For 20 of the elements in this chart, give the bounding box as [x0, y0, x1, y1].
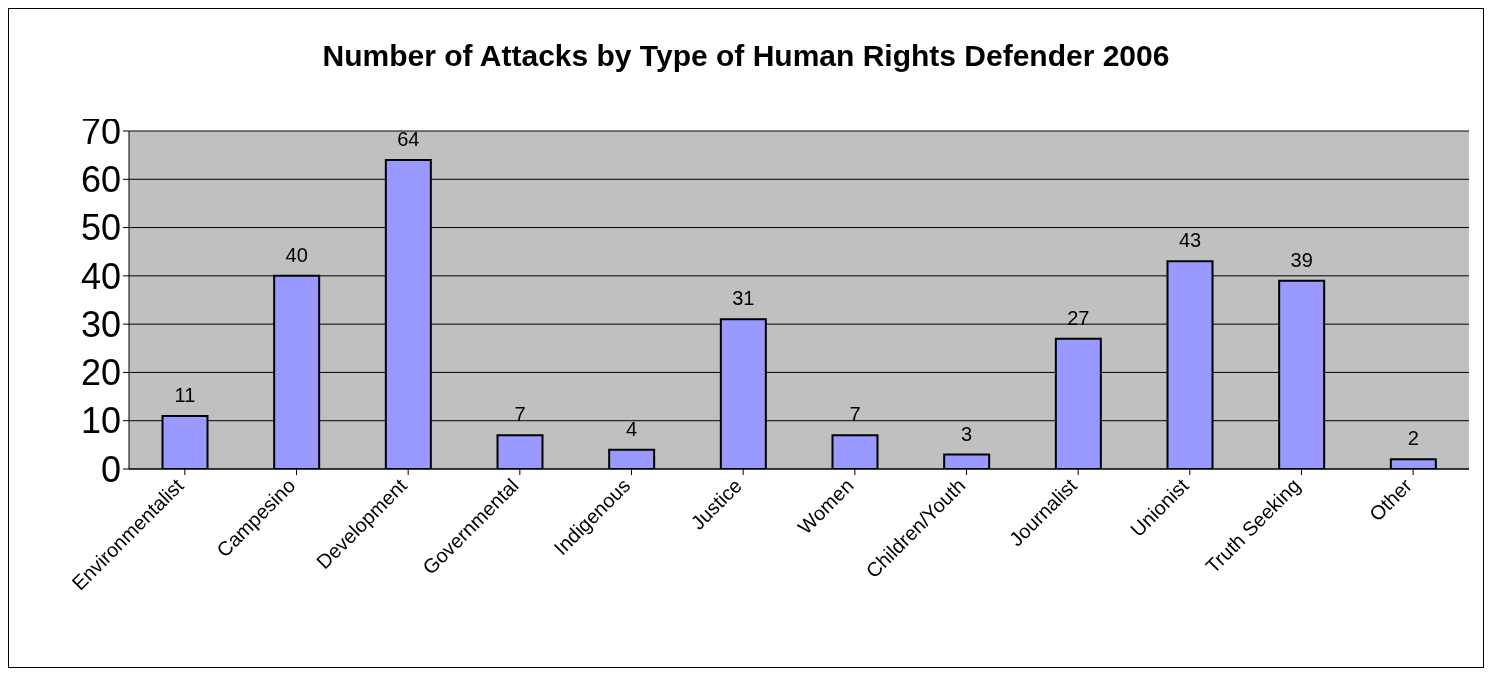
- chart-title: Number of Attacks by Type of Human Rights Defender 2006: [322, 39, 1170, 72]
- data-label: 40: [285, 243, 308, 266]
- data-label: 11: [174, 383, 196, 406]
- data-label: 31: [732, 287, 755, 310]
- y-tick-label: 30: [80, 303, 121, 345]
- data-label: 7: [514, 403, 526, 426]
- data-label: 64: [397, 127, 420, 150]
- data-label: 4: [626, 417, 638, 440]
- y-tick-label: 50: [80, 207, 121, 249]
- y-tick-label: 40: [80, 255, 121, 297]
- y-tick-label: 70: [80, 110, 121, 152]
- data-label: 3: [961, 422, 973, 445]
- data-label: 2: [1407, 427, 1419, 450]
- data-label: 7: [849, 403, 861, 426]
- data-label: 39: [1290, 248, 1313, 271]
- y-tick-label: 60: [80, 159, 121, 201]
- data-label: 27: [1067, 306, 1090, 329]
- y-tick-label: 10: [80, 400, 121, 442]
- y-tick-label: 20: [80, 352, 121, 394]
- data-label: 43: [1178, 229, 1202, 252]
